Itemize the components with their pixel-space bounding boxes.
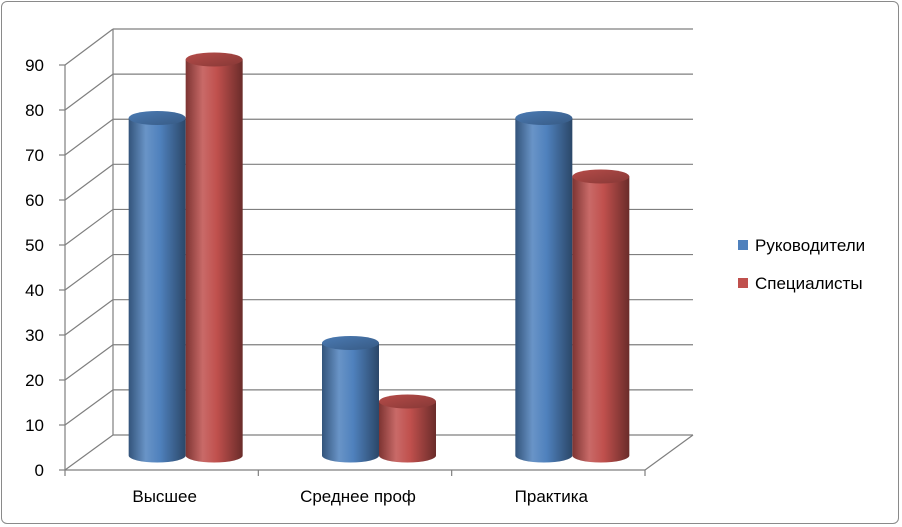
bar-body [379, 401, 436, 463]
gridline-side [64, 163, 114, 201]
bars [128, 52, 630, 463]
legend-label: Руководители [755, 236, 865, 255]
bar-0-2 [515, 111, 573, 463]
bar-0-0 [128, 111, 186, 463]
legend: Руководители Специалисты [738, 236, 865, 293]
gridline-side [64, 299, 114, 336]
gridline-side [64, 254, 114, 291]
bar-body [128, 118, 186, 463]
bar-1-2 [572, 169, 630, 463]
x-category-label: Высшее [132, 487, 197, 506]
gridline-side [64, 344, 114, 381]
gridline-side [64, 118, 114, 156]
gridline-side [64, 28, 114, 66]
y-tick-label: 10 [25, 416, 44, 435]
legend-item: Руководители [738, 236, 865, 255]
legend-swatch [738, 278, 748, 288]
bar-cap [572, 169, 630, 184]
bar-cap [515, 111, 573, 125]
bar-0-1 [322, 336, 379, 463]
y-tick-label: 70 [25, 146, 44, 165]
y-tick-label: 0 [35, 461, 44, 480]
bar-body [572, 176, 630, 463]
gridline-side [64, 389, 114, 426]
bar-cap [128, 111, 186, 125]
floor-right-edge [644, 434, 694, 471]
bar-body [322, 343, 379, 463]
y-tick-label: 40 [25, 281, 44, 300]
bar-cap [322, 336, 379, 350]
bar-1-0 [185, 52, 243, 463]
gridline-side [64, 73, 114, 111]
y-tick-label: 20 [25, 371, 44, 390]
legend-item: Специалисты [738, 274, 863, 293]
x-axis-labels: Высшее Среднее проф Практика [64, 470, 646, 506]
gridline-side [64, 434, 114, 471]
bar-body [185, 59, 243, 463]
y-tick-label: 80 [25, 101, 44, 120]
x-category-label: Практика [515, 487, 589, 506]
legend-label: Специалисты [755, 274, 863, 293]
legend-swatch [738, 240, 748, 250]
x-category-label: Среднее проф [300, 487, 416, 506]
y-tick-label: 60 [25, 191, 44, 210]
bar-body [515, 118, 573, 463]
gridline-side [64, 208, 114, 246]
y-tick-label: 90 [25, 56, 44, 75]
bar-1-1 [379, 394, 436, 463]
y-tick-label: 50 [25, 236, 44, 255]
chart-walls [64, 29, 694, 471]
bar-cap [379, 394, 436, 409]
y-tick-label: 30 [25, 326, 44, 345]
y-axis-ticks: 0 10 20 30 40 50 60 70 80 90 [25, 56, 44, 480]
bar-cap [185, 52, 243, 67]
